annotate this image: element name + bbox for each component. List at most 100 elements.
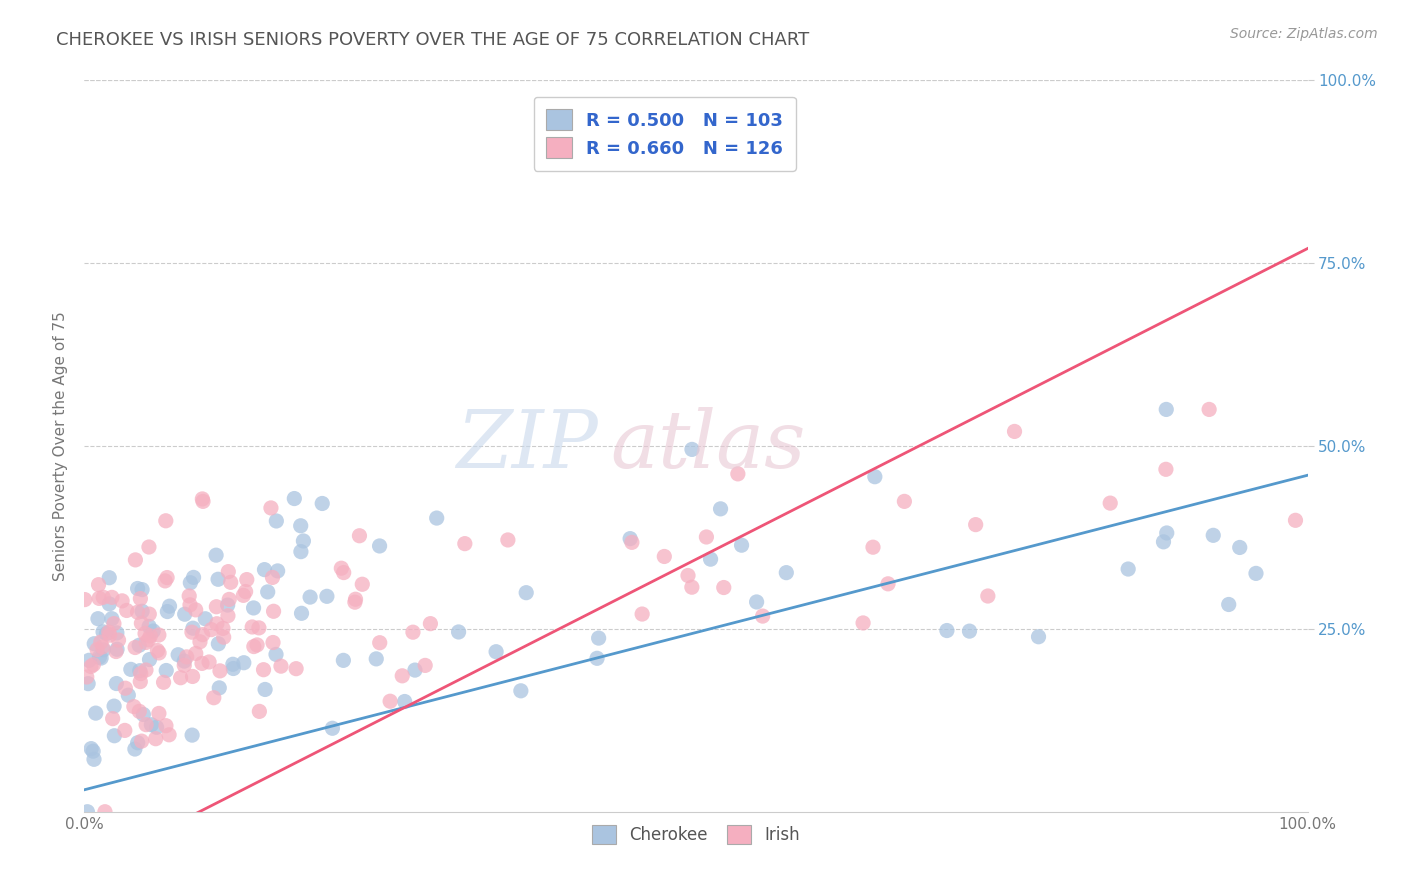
Point <box>676 568 699 582</box>
Point <box>235 584 257 599</box>
Point <box>1202 528 1225 542</box>
Point <box>266 564 288 578</box>
Point <box>84 706 107 720</box>
Point <box>965 517 987 532</box>
Point <box>485 645 508 659</box>
Text: Source: ZipAtlas.com: Source: ZipAtlas.com <box>1230 27 1378 41</box>
Point <box>135 635 157 649</box>
Point <box>173 658 195 673</box>
Point <box>98 628 121 642</box>
Point <box>270 659 292 673</box>
Point <box>402 625 425 640</box>
Point <box>252 663 274 677</box>
Point <box>148 628 170 642</box>
Point <box>94 805 117 819</box>
Point <box>1229 541 1251 555</box>
Point <box>80 741 103 756</box>
Point <box>101 591 124 605</box>
Point <box>1156 526 1178 541</box>
Point <box>290 518 312 533</box>
Point <box>167 648 190 662</box>
Point <box>194 612 217 626</box>
Point <box>173 654 195 668</box>
Point <box>863 469 886 483</box>
Point <box>98 571 121 585</box>
Point <box>862 540 884 554</box>
Point <box>232 656 254 670</box>
Point <box>745 595 768 609</box>
Point <box>138 632 160 647</box>
Point <box>155 664 177 678</box>
Point <box>91 624 114 639</box>
Point <box>264 648 287 662</box>
Point <box>131 604 153 618</box>
Point <box>378 694 401 708</box>
Point <box>179 589 201 603</box>
Point <box>124 553 146 567</box>
Point <box>128 704 150 718</box>
Point <box>156 605 179 619</box>
Point <box>77 653 100 667</box>
Text: ZIP: ZIP <box>457 408 598 484</box>
Point <box>131 582 153 597</box>
Point <box>404 663 426 677</box>
Point <box>321 721 343 735</box>
Text: atlas: atlas <box>610 408 806 484</box>
Point <box>246 638 269 652</box>
Point <box>179 575 201 590</box>
Point <box>138 540 160 554</box>
Point <box>103 616 125 631</box>
Point <box>1004 425 1026 439</box>
Point <box>181 621 204 635</box>
Point <box>91 591 114 605</box>
Point <box>105 644 128 658</box>
Point <box>681 442 703 457</box>
Point <box>207 637 229 651</box>
Point <box>76 670 98 684</box>
Point <box>122 699 145 714</box>
Point <box>142 624 165 638</box>
Point <box>148 646 170 660</box>
Point <box>1218 598 1240 612</box>
Point <box>263 604 285 618</box>
Point <box>290 607 312 621</box>
Point <box>105 676 128 690</box>
Point <box>236 573 259 587</box>
Point <box>105 626 128 640</box>
Point <box>127 582 149 596</box>
Point <box>181 669 204 683</box>
Point <box>311 496 333 510</box>
Point <box>129 666 152 681</box>
Point <box>105 642 128 657</box>
Point <box>179 598 201 612</box>
Point <box>240 620 263 634</box>
Point <box>208 681 231 695</box>
Point <box>107 633 129 648</box>
Point <box>1154 462 1177 476</box>
Point <box>93 643 115 657</box>
Point <box>222 661 245 675</box>
Point <box>181 625 204 640</box>
Point <box>82 657 104 672</box>
Point <box>111 594 134 608</box>
Point <box>76 805 98 819</box>
Point <box>1198 402 1220 417</box>
Point <box>1028 630 1050 644</box>
Point <box>83 637 105 651</box>
Point <box>153 574 176 588</box>
Point <box>588 631 610 645</box>
Point <box>290 544 312 558</box>
Point <box>173 607 195 622</box>
Point <box>91 640 114 654</box>
Point <box>124 742 146 756</box>
Point <box>202 690 225 705</box>
Point <box>344 592 367 607</box>
Point <box>103 699 125 714</box>
Point <box>73 592 96 607</box>
Point <box>114 723 136 738</box>
Point <box>253 563 276 577</box>
Point <box>208 664 231 678</box>
Point <box>86 642 108 657</box>
Point <box>139 629 162 643</box>
Point <box>83 752 105 766</box>
